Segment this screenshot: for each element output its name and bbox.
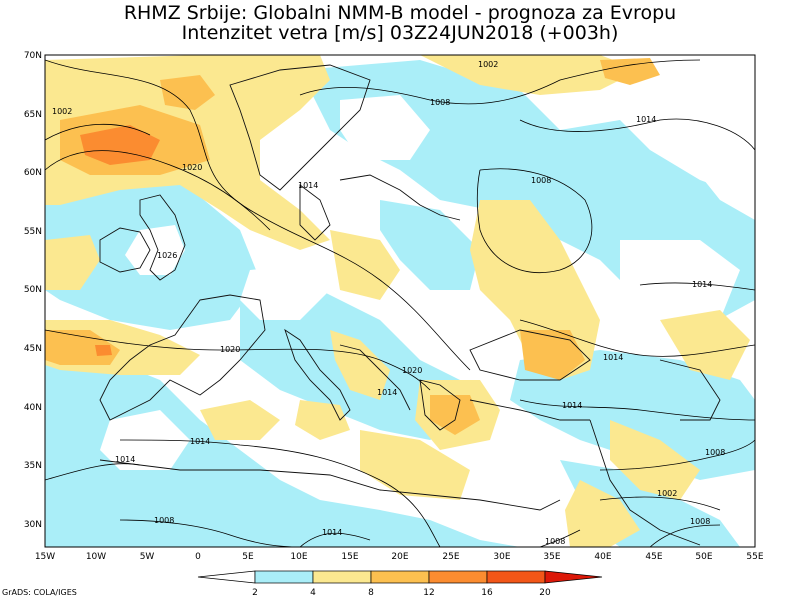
- lat-label: 60N: [24, 168, 42, 178]
- isobar-label: 1002: [657, 489, 677, 498]
- lon-label: 5E: [242, 552, 254, 562]
- isobar-label: 1002: [52, 107, 72, 116]
- colorbar-bin: [370, 570, 430, 584]
- isobar-labels: 1002 1008 1014 1020 1026 1020 1014 1014 …: [52, 60, 725, 546]
- longitude-labels: 15W 10W 5W 0 5E 10E 15E 20E 25E 30E 35E …: [35, 552, 764, 562]
- lon-label: 15W: [35, 552, 55, 562]
- lon-label: 50E: [695, 552, 712, 562]
- lon-label: 30E: [493, 552, 510, 562]
- wind-field: [45, 55, 755, 547]
- isobar-label: 1026: [157, 251, 177, 260]
- isobar-label: 1008: [531, 176, 551, 185]
- colorbar-tick: 20: [539, 588, 551, 598]
- isobar-label: 1002: [478, 60, 498, 69]
- lat-label: 65N: [24, 110, 42, 120]
- lon-label: 55E: [746, 552, 763, 562]
- isobar-label: 1014: [636, 115, 656, 124]
- colorbar-bin: [428, 570, 488, 584]
- colorbar-tick: 16: [481, 588, 493, 598]
- lon-label: 25E: [442, 552, 459, 562]
- isobar-label: 1014: [298, 181, 318, 190]
- isobar-label: 1014: [190, 437, 210, 446]
- colorbar-tick: 8: [368, 588, 374, 598]
- credit-text: GrADS: COLA/IGES: [2, 588, 77, 597]
- isobar-label: 1014: [603, 353, 623, 362]
- isobar-label: 1008: [545, 537, 565, 546]
- lat-label: 40N: [24, 403, 42, 413]
- lon-label: 0: [195, 552, 201, 562]
- isobar-label: 1014: [562, 401, 582, 410]
- lon-label: 40E: [594, 552, 611, 562]
- lat-label: 55N: [24, 227, 42, 237]
- lon-label: 20E: [391, 552, 408, 562]
- lon-label: 45E: [645, 552, 662, 562]
- colorbar-bin: [486, 570, 546, 584]
- colorbar-tick: 12: [423, 588, 434, 598]
- lat-label: 30N: [24, 520, 42, 530]
- map-title: RHMZ Srbije: Globalni NMM-B model - prog…: [123, 2, 677, 24]
- wind-band-12-16: [80, 125, 160, 356]
- coastlines: [99, 64, 721, 546]
- isobar-label: 1008: [705, 448, 725, 457]
- isobar-label: 1014: [115, 455, 135, 464]
- colorbar: 2 4 8 12 16 20: [197, 570, 603, 598]
- latitude-labels: 70N 65N 60N 55N 50N 45N 40N 35N 30N: [24, 51, 42, 530]
- map-frame: [44, 54, 756, 548]
- colorbar-high-arrow: [544, 570, 603, 584]
- isobar-label: 1014: [692, 280, 712, 289]
- lon-label: 10W: [86, 552, 106, 562]
- lon-label: 15E: [341, 552, 358, 562]
- isobar-label: 1020: [220, 345, 240, 354]
- colorbar-tick: 4: [310, 588, 316, 598]
- isobars: [45, 59, 755, 547]
- colorbar-tick: 2: [252, 588, 258, 598]
- lon-label: 10E: [290, 552, 307, 562]
- lon-label: 5W: [140, 552, 155, 562]
- isobar-label: 1014: [377, 388, 397, 397]
- lat-label: 50N: [24, 285, 42, 295]
- map-subtitle: Intenzitet vetra [m/s] 03Z24JUN2018 (+00…: [181, 22, 619, 44]
- isobar-label: 1020: [182, 163, 202, 172]
- lat-label: 45N: [24, 344, 42, 354]
- isobar-label: 1014: [322, 528, 342, 537]
- colorbar-bin: [254, 570, 314, 584]
- lat-label: 70N: [24, 51, 42, 61]
- isobar-label: 1008: [154, 516, 174, 525]
- colorbar-bin: [312, 570, 372, 584]
- lat-label: 35N: [24, 461, 42, 471]
- isobar-label: 1020: [402, 366, 422, 375]
- isobar-label: 1008: [430, 98, 450, 107]
- colorbar-low-arrow: [197, 570, 256, 584]
- lon-label: 35E: [543, 552, 560, 562]
- wind-band-0-2: [100, 60, 755, 530]
- isobar-label: 1008: [690, 517, 710, 526]
